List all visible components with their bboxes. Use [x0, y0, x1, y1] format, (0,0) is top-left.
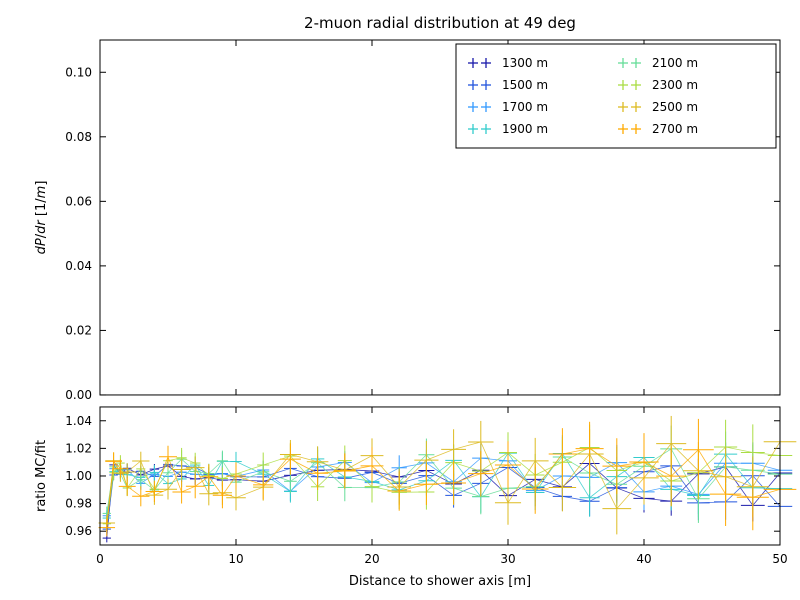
lower-ytick-label: 0.96: [65, 524, 92, 538]
lower-xtick-label: 50: [772, 552, 787, 566]
upper-ytick-label: 0.06: [65, 194, 92, 208]
lower-xtick-label: 30: [500, 552, 515, 566]
legend-label: 2500 m: [652, 100, 698, 114]
legend-label: 1700 m: [502, 100, 548, 114]
upper-ytick-label: 0.04: [65, 259, 92, 273]
lower-ytick-label: 1.00: [65, 469, 92, 483]
upper-ylabel: dP/dr [1/m]: [34, 181, 49, 255]
lower-ytick-label: 0.98: [65, 497, 92, 511]
lower-xtick-label: 20: [364, 552, 379, 566]
lower-ylabel: ratio MC/fit: [34, 440, 49, 512]
lower-xtick-label: 40: [636, 552, 651, 566]
upper-ytick-label: 0.08: [65, 130, 92, 144]
lower-xtick-label: 10: [228, 552, 243, 566]
upper-ytick-label: 0.10: [65, 65, 92, 79]
figure-svg: 0.00 0.02 0.04 0.06 0.08 0.10 dP/dr [1/m] 2-muo…: [0, 0, 800, 600]
lower-ytick-label: 1.02: [65, 441, 92, 455]
legend-label: 2100 m: [652, 56, 698, 70]
xlabel: Distance to shower axis [m]: [349, 574, 531, 589]
figure-title: 2-muon radial distribution at 49 deg: [304, 14, 576, 32]
figure-container: 0.00 0.02 0.04 0.06 0.08 0.10 dP/dr [1/m] 2-muo…: [0, 0, 800, 600]
legend-label: 2700 m: [652, 122, 698, 136]
legend-label: 1900 m: [502, 122, 548, 136]
legend-label: 1300 m: [502, 56, 548, 70]
legend-label: 1500 m: [502, 78, 548, 92]
legend: 1300 m 1500 m 1700 m 1900 m 2100 m 2300 m 2500…: [456, 44, 776, 148]
upper-ytick-label: 0.00: [65, 388, 92, 402]
lower-xtick-label: 0: [96, 552, 104, 566]
legend-label: 2300 m: [652, 78, 698, 92]
upper-ytick-label: 0.02: [65, 323, 92, 337]
lower-ytick-label: 1.04: [65, 414, 92, 428]
